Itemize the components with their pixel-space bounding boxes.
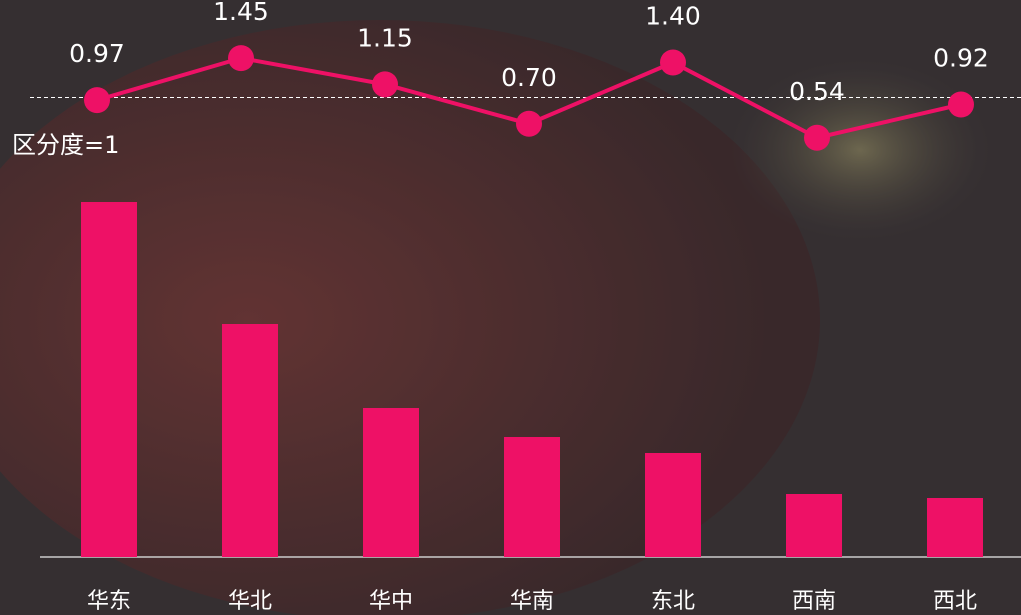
data-label: 0.54 (789, 77, 845, 106)
line-point (84, 87, 110, 113)
x-tick-label: 西北 (933, 589, 977, 614)
page: 区分度=1 华东 华北 华中 华南 东北 西南 西北 0.97 1.45 1.15 0.70 1.40… (0, 0, 1021, 615)
bar (222, 324, 278, 557)
data-label: 0.92 (933, 44, 989, 73)
x-tick-label: 华南 (510, 589, 554, 614)
data-label: 1.45 (213, 0, 269, 26)
bar (81, 202, 137, 557)
line-point (516, 111, 542, 137)
line-point (228, 45, 254, 71)
chart: 区分度=1 华东 华北 华中 华南 东北 西南 西北 0.97 1.45 1.15 0.70 1.40… (0, 0, 1021, 615)
data-label: 1.15 (357, 23, 413, 52)
bar (363, 408, 419, 557)
data-label: 0.70 (501, 63, 557, 92)
x-tick-label: 华北 (228, 589, 272, 614)
bar (927, 498, 983, 557)
line-point (660, 50, 686, 76)
bar (645, 453, 701, 557)
bar (786, 494, 842, 557)
x-tick-label: 华中 (369, 589, 413, 614)
data-label: 1.40 (645, 2, 701, 31)
line-point (372, 71, 398, 97)
x-tick-label: 西南 (792, 589, 836, 614)
bar (504, 437, 560, 557)
reference-label: 区分度=1 (12, 131, 119, 159)
data-label: 0.97 (69, 39, 125, 68)
x-tick-label: 华东 (87, 589, 131, 614)
line-point (948, 92, 974, 118)
x-tick-label: 东北 (651, 589, 695, 614)
line-point (804, 125, 830, 151)
